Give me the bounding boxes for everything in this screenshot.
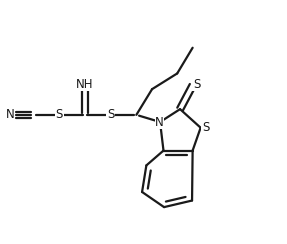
Text: S: S xyxy=(107,108,114,121)
Text: N: N xyxy=(6,108,15,121)
Text: NH: NH xyxy=(76,78,94,91)
Text: S: S xyxy=(56,108,63,121)
Text: S: S xyxy=(202,121,210,134)
Text: N: N xyxy=(155,115,164,129)
Text: S: S xyxy=(193,78,200,91)
